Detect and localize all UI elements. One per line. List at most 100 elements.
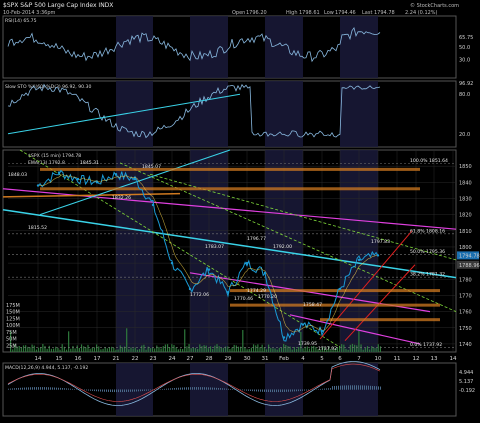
macd-hist-bar [16,388,17,390]
macd-hist-bar [44,387,45,390]
macd-hist-bar [258,390,259,392]
grid-lines [8,150,456,352]
volume-bar [223,348,224,352]
volume-bar [281,348,282,352]
price-point [171,262,173,264]
volume-bar [139,349,140,352]
macd-hist-bar [60,388,61,390]
macd-hist-bar [300,390,301,391]
price-legend-title: $SPX (15 min) 1794.78 [28,153,81,159]
rsi-tick-label: 65.75 [459,35,473,41]
volume-bar [279,348,280,352]
volume-bar [195,348,196,352]
volume-bar [352,344,353,352]
volume-bar [126,328,127,352]
volume-bar [262,345,263,352]
x-tick-label: 24 [169,356,176,362]
volume-bar [348,350,349,352]
price-annotation: 1758.47 [303,302,322,308]
session-shade-1 [190,81,228,147]
macd-hist-bar [188,387,189,389]
macd-hist-bar [66,388,67,389]
volume-bar [154,348,155,352]
macd-hist-bar [308,390,309,391]
volume-bar [42,344,43,352]
macd-hist-bar [220,388,221,390]
macd-hist-bar [132,390,133,392]
volume-bar [184,329,185,352]
macd-hist-bar [24,388,25,390]
macd-hist-bar [34,387,35,390]
macd-hist-bar [58,388,59,390]
price-point [189,288,191,290]
volume-bar [38,348,39,352]
macd-hist-bar [330,388,331,390]
volume-bar [70,349,71,352]
macd-hist-bar [104,390,105,392]
macd-hist-bar [134,390,135,392]
macd-hist-bar [194,387,195,390]
volume-bar [156,345,157,352]
volume-bar [270,348,271,352]
macd-hist-bar [186,387,187,389]
volume-bar [309,349,310,352]
price-annotation: 1815.52 [28,225,47,231]
volume-bar [212,349,213,352]
session-shade-2 [265,16,303,78]
volume-bar [298,347,299,352]
macd-hist-bar [40,387,41,390]
macd-hist-bar [56,388,57,390]
macd-tick-label: 5.137 [459,379,473,385]
macd-hist-bar [72,389,73,390]
macd-hist-bar [260,390,261,392]
macd-hist-bar [360,385,361,389]
macd-hist-bar [366,386,367,390]
volume-bar [40,347,41,352]
x-tick-label: 12 [413,356,420,362]
volume-bar [315,347,316,352]
volume-bar [173,345,174,352]
volume-bar [199,344,200,352]
macd-hist-bar [298,390,299,392]
price-tick-label: 1780 [459,277,472,283]
macd-label: MACD(12,26,9) 4.944, 5.137, -0.192 [5,365,88,371]
macd-hist-bar [130,390,131,392]
macd-tick-label: 4.944 [459,370,473,376]
x-tick-label: 4 [301,356,305,362]
volume-bar [165,345,166,352]
macd-hist-bar [226,389,227,390]
volume-bar [167,344,168,352]
macd-hist-bar [358,385,359,389]
macd-hist-bar [28,387,29,389]
volume-bar [371,346,372,352]
volume-bar [253,344,254,352]
volume-bar [109,347,110,352]
macd-hist-bar [344,385,345,389]
volume-bar [32,345,33,352]
macd-hist-bar [144,390,145,391]
volume-bar [115,350,116,352]
x-tick-label: 30 [244,356,251,362]
macd-hist-bar [214,388,215,390]
volume-bar [113,348,114,352]
volume-bar [255,345,256,352]
price-tick-label: 1810 [459,229,472,235]
sto-tick-label: 20.0 [459,132,470,138]
volume-bar [259,347,260,352]
macd-hist-bar [62,388,63,390]
volume-bar [197,349,198,352]
rsi-label: RSI(14) 65.75 [5,18,37,24]
macd-hist-bar [270,390,271,393]
price-point [264,272,266,274]
volume-bar [98,346,99,352]
volume-bar [191,348,192,352]
volume-tick-label: 175M [6,303,20,309]
macd-hist-bar [178,388,179,390]
volume-bar [296,349,297,352]
volume-tick-label: 25M [6,343,17,349]
macd-hist-bar [8,389,9,390]
macd-hist-bar [10,389,11,390]
volume-bar [150,348,151,352]
macd-hist-bar [30,387,31,389]
x-tick-label: 17 [94,356,101,362]
